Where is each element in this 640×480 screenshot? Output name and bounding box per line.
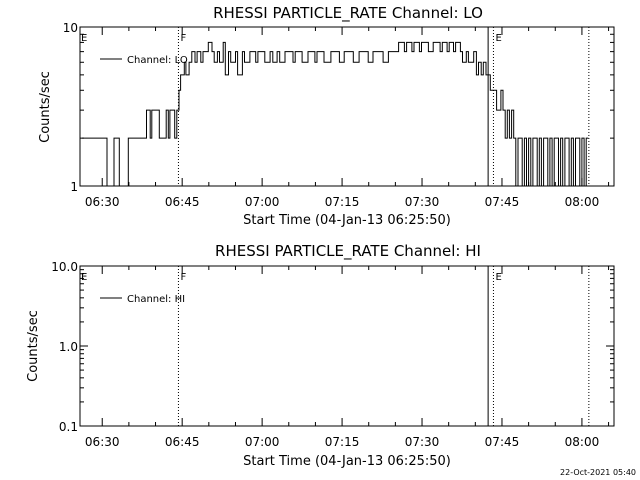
- x-tick-label: 07:30: [405, 435, 440, 449]
- panel-hi-legend: Channel: HI: [100, 294, 185, 305]
- x-tick-label: 07:15: [325, 195, 360, 209]
- x-tick-label: 07:15: [325, 435, 360, 449]
- generation-timestamp: 22-Oct-2021 05:40: [560, 468, 636, 477]
- panel-lo-markers: F EE: [81, 33, 502, 44]
- x-tick-label: 07:00: [245, 435, 280, 449]
- panel-lo-xticks: 06:30 06:45 07:00 07:15 07:30 07:45 08:00: [85, 27, 610, 209]
- panel-hi-xticks: 06:30 06:45 07:00 07:15 07:30 07:45 08:00: [85, 266, 610, 449]
- panel-hi-markers: F EE: [81, 272, 502, 283]
- y-tick-label: 10.0: [51, 260, 78, 274]
- x-tick-label: 07:45: [485, 195, 520, 209]
- y-tick-label: 1.0: [59, 340, 78, 354]
- edge-marker-label: E: [81, 272, 87, 283]
- panel-lo-ylabel: Counts/sec: [38, 71, 53, 143]
- x-tick-label: 06:30: [85, 435, 120, 449]
- series-line: [82, 41, 589, 187]
- x-tick-label: 06:45: [165, 435, 200, 449]
- panel-lo-vlines: [177, 27, 590, 186]
- x-tick-label: 06:30: [85, 195, 120, 209]
- event-marker-label: E: [495, 272, 501, 283]
- x-tick-label: 07:45: [485, 435, 520, 449]
- x-tick-label: 07:30: [405, 195, 440, 209]
- panel-lo-legend-label: Channel: LO: [127, 55, 188, 66]
- panel-hi-yticks: 0.1 1.0 10.0: [51, 260, 614, 434]
- event-marker-label: F: [180, 272, 186, 283]
- panel-hi-title: RHESSI PARTICLE_RATE Channel: HI: [215, 242, 481, 261]
- panel-lo-plot-frame: [79, 26, 615, 187]
- panel-lo: RHESSI PARTICLE_RATE Channel: LO 06:30 06…: [38, 4, 615, 228]
- panel-hi: RHESSI PARTICLE_RATE Channel: HI 06:30 06…: [26, 242, 615, 469]
- y-tick-label: 1: [70, 180, 78, 194]
- panel-lo-legend: Channel: LO: [100, 55, 188, 66]
- y-tick-label: 0.1: [59, 420, 78, 434]
- x-tick-label: 08:00: [565, 435, 600, 449]
- event-marker-label: E: [495, 33, 501, 44]
- edge-marker-label: E: [81, 33, 87, 44]
- x-tick-label: 07:00: [245, 195, 280, 209]
- y-tick-label: 10: [63, 21, 78, 35]
- panel-hi-xlabel: Start Time (04-Jan-13 06:25:50): [243, 454, 451, 469]
- panel-hi-legend-label: Channel: HI: [127, 294, 185, 305]
- panel-lo-xlabel: Start Time (04-Jan-13 06:25:50): [243, 213, 451, 228]
- panel-lo-title: RHESSI PARTICLE_RATE Channel: LO: [213, 4, 483, 23]
- x-tick-label: 06:45: [165, 195, 200, 209]
- panel-lo-yticks: 1 10: [63, 21, 614, 194]
- panel-lo-series: [82, 41, 589, 187]
- panel-hi-ylabel: Counts/sec: [26, 310, 41, 382]
- x-tick-label: 08:00: [565, 195, 600, 209]
- event-marker-label: F: [180, 33, 186, 44]
- panel-hi-vlines: [177, 266, 590, 426]
